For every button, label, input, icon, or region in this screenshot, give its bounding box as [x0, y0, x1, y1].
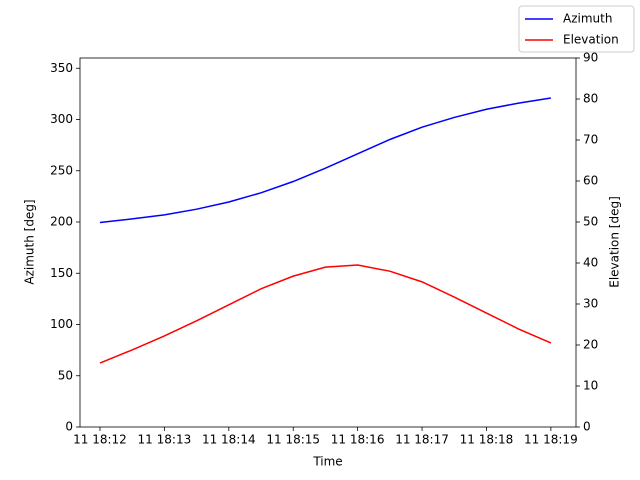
y-tick-label: 0 — [65, 420, 73, 434]
x-tick-label: 11 18:12 — [73, 433, 127, 447]
x-tick-label: 11 18:17 — [395, 433, 449, 447]
x-tick-label: 11 18:18 — [460, 433, 514, 447]
y2-tick-label: 0 — [583, 420, 591, 434]
y-tick-label: 150 — [50, 266, 73, 280]
x-axis-label: Time — [312, 455, 342, 469]
y2-tick-label: 30 — [583, 297, 598, 311]
y2-tick-label: 80 — [583, 92, 598, 106]
y-tick-label: 200 — [50, 215, 73, 229]
y2-axis-label: Elevation [deg] — [608, 196, 622, 288]
data-line — [99, 264, 552, 364]
y2-tick-label: 20 — [583, 338, 598, 352]
x-tick-label: 11 18:16 — [331, 433, 385, 447]
y2-tick-label: 50 — [583, 215, 598, 229]
y2-tick-label: 10 — [583, 379, 598, 393]
x-tick-label: 11 18:19 — [524, 433, 578, 447]
y-tick-label: 300 — [50, 112, 73, 126]
plot-frame — [79, 57, 577, 428]
legend-label: Elevation — [563, 33, 619, 47]
y2-tick-label: 40 — [583, 256, 598, 270]
legend-label: Azimuth — [563, 12, 612, 26]
y2-tick-label: 60 — [583, 174, 598, 188]
y-tick-label: 100 — [50, 317, 73, 331]
x-tick-label: 11 18:15 — [266, 433, 320, 447]
y-tick-label: 350 — [50, 61, 73, 75]
x-tick-label: 11 18:14 — [202, 433, 256, 447]
y2-tick-label: 90 — [583, 51, 598, 65]
y-tick-label: 250 — [50, 163, 73, 177]
x-tick-label: 11 18:13 — [138, 433, 192, 447]
y-tick-label: 50 — [58, 368, 73, 382]
data-line — [99, 97, 551, 224]
y-axis-label: Azimuth [deg] — [23, 199, 37, 284]
y2-tick-label: 70 — [583, 133, 598, 147]
